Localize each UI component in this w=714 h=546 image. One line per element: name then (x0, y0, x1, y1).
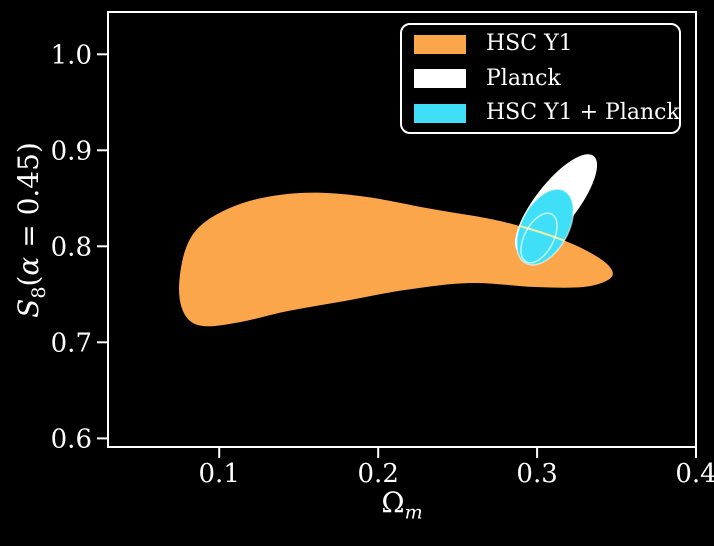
legend-label-planck: Planck (486, 65, 561, 91)
contours (178, 154, 613, 327)
legend-swatch-planck (414, 69, 466, 88)
x-tick-label: 0.2 (358, 459, 399, 489)
x-tick-label: 0.3 (516, 459, 557, 489)
xlabel-sub: m (404, 501, 423, 524)
plot-frame (107, 11, 697, 448)
ylabel-S: S (12, 298, 46, 318)
x-tick-label: 0.4 (675, 459, 714, 489)
legend-swatch-hsc-planck (414, 103, 466, 123)
hsc-planck-inner-contour (520, 212, 558, 264)
legend-entry-planck: Planck (414, 65, 667, 91)
ylabel-open: ( (12, 275, 46, 287)
y-tick-label: 0.7 (51, 328, 92, 358)
y-tick-label: 0.9 (51, 136, 92, 166)
y-tick-label: 1.0 (51, 40, 92, 70)
legend-entry-hsc-planck: HSC Y1 + Planck (414, 102, 680, 124)
legend-label-hsc-y1: HSC Y1 (486, 31, 573, 56)
ylabel-alpha: α (12, 256, 46, 276)
hsc-planck-contour (515, 188, 575, 266)
legend-swatch-hsc-y1 (414, 34, 466, 54)
y-ticks: 0.6 0.7 0.8 0.9 1.0 (51, 40, 108, 454)
y-tick-label: 0.6 (51, 424, 92, 454)
xlabel-omega: Ω (381, 486, 405, 519)
x-axis-label: Ωm (381, 486, 422, 524)
legend-label-hsc-planck: HSC Y1 + Planck (486, 100, 680, 125)
legend-box: HSC Y1 Planck HSC Y1 + Planck (400, 23, 681, 134)
x-tick-label: 0.1 (199, 459, 240, 489)
hsc-y1-contour (178, 192, 613, 327)
legend-entry-hsc-y1: HSC Y1 (414, 31, 667, 56)
ylabel-close: = 0.45) (12, 142, 46, 257)
y-axis-label: S8(α = 0.45) (12, 142, 50, 318)
y-tick-label: 0.8 (51, 232, 92, 262)
x-ticks: 0.1 0.2 0.3 0.4 (199, 447, 714, 489)
ylabel-sub: 8 (27, 286, 50, 299)
